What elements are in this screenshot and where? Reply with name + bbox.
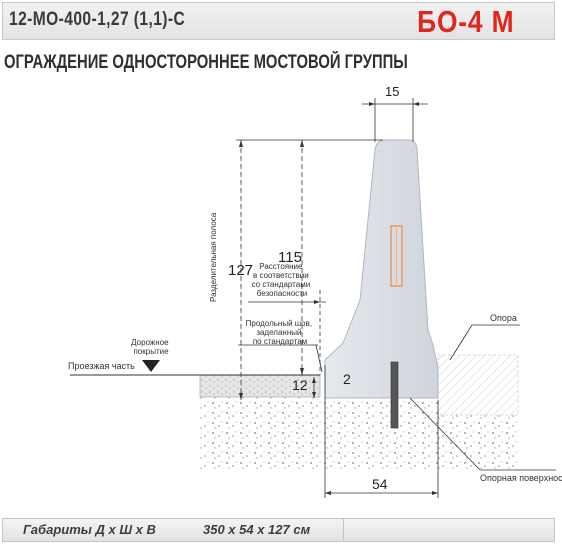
dimensions-bar: Габариты Д х Ш х В 350 х 54 х 127 см: [2, 518, 555, 542]
road-level-marker: [142, 360, 160, 372]
label-divider-strip: Разделительная полоса: [209, 212, 218, 302]
dim-block-height: 115: [278, 249, 302, 266]
dimensions-value: 350 х 54 х 127 см: [203, 522, 311, 537]
model-name: БО-4 М: [416, 4, 514, 39]
support-block: [437, 354, 519, 416]
dim-gap: 2: [343, 371, 351, 387]
dim-base-width: 54: [372, 476, 388, 492]
page-title: ОГРАЖДЕНИЕ ОДНОСТОРОННЕЕ МОСТОВОЙ ГРУППЫ: [4, 52, 408, 73]
label-seam: Продольный шов, заделанный по стандартам: [246, 319, 315, 346]
label-carriageway: Проезжая часть: [68, 361, 135, 371]
anchor-rod: [390, 361, 399, 429]
header-bar: 12-МО-400-1,27 (1,1)-С БО-4 М: [2, 2, 555, 40]
reinforcement-insert: [390, 225, 403, 287]
dim-total-height: 127: [228, 262, 253, 279]
label-road-surface: Дорожное покрытие: [131, 338, 171, 356]
label-safety-distance: Расстояние в соответствии со стандартами…: [252, 262, 313, 298]
dim-curb-height: 12: [292, 377, 308, 393]
product-code: 12-МО-400-1,27 (1,1)-С: [9, 9, 186, 30]
dim-top-width: 15: [385, 84, 399, 99]
label-support: Опора: [490, 313, 517, 323]
label-support-surface: Опорная поверхность: [480, 473, 562, 483]
barrier-profile: [324, 139, 439, 399]
dimensions-label: Габариты Д х Ш х В: [23, 522, 156, 537]
dimensions-cell: [3, 519, 344, 541]
